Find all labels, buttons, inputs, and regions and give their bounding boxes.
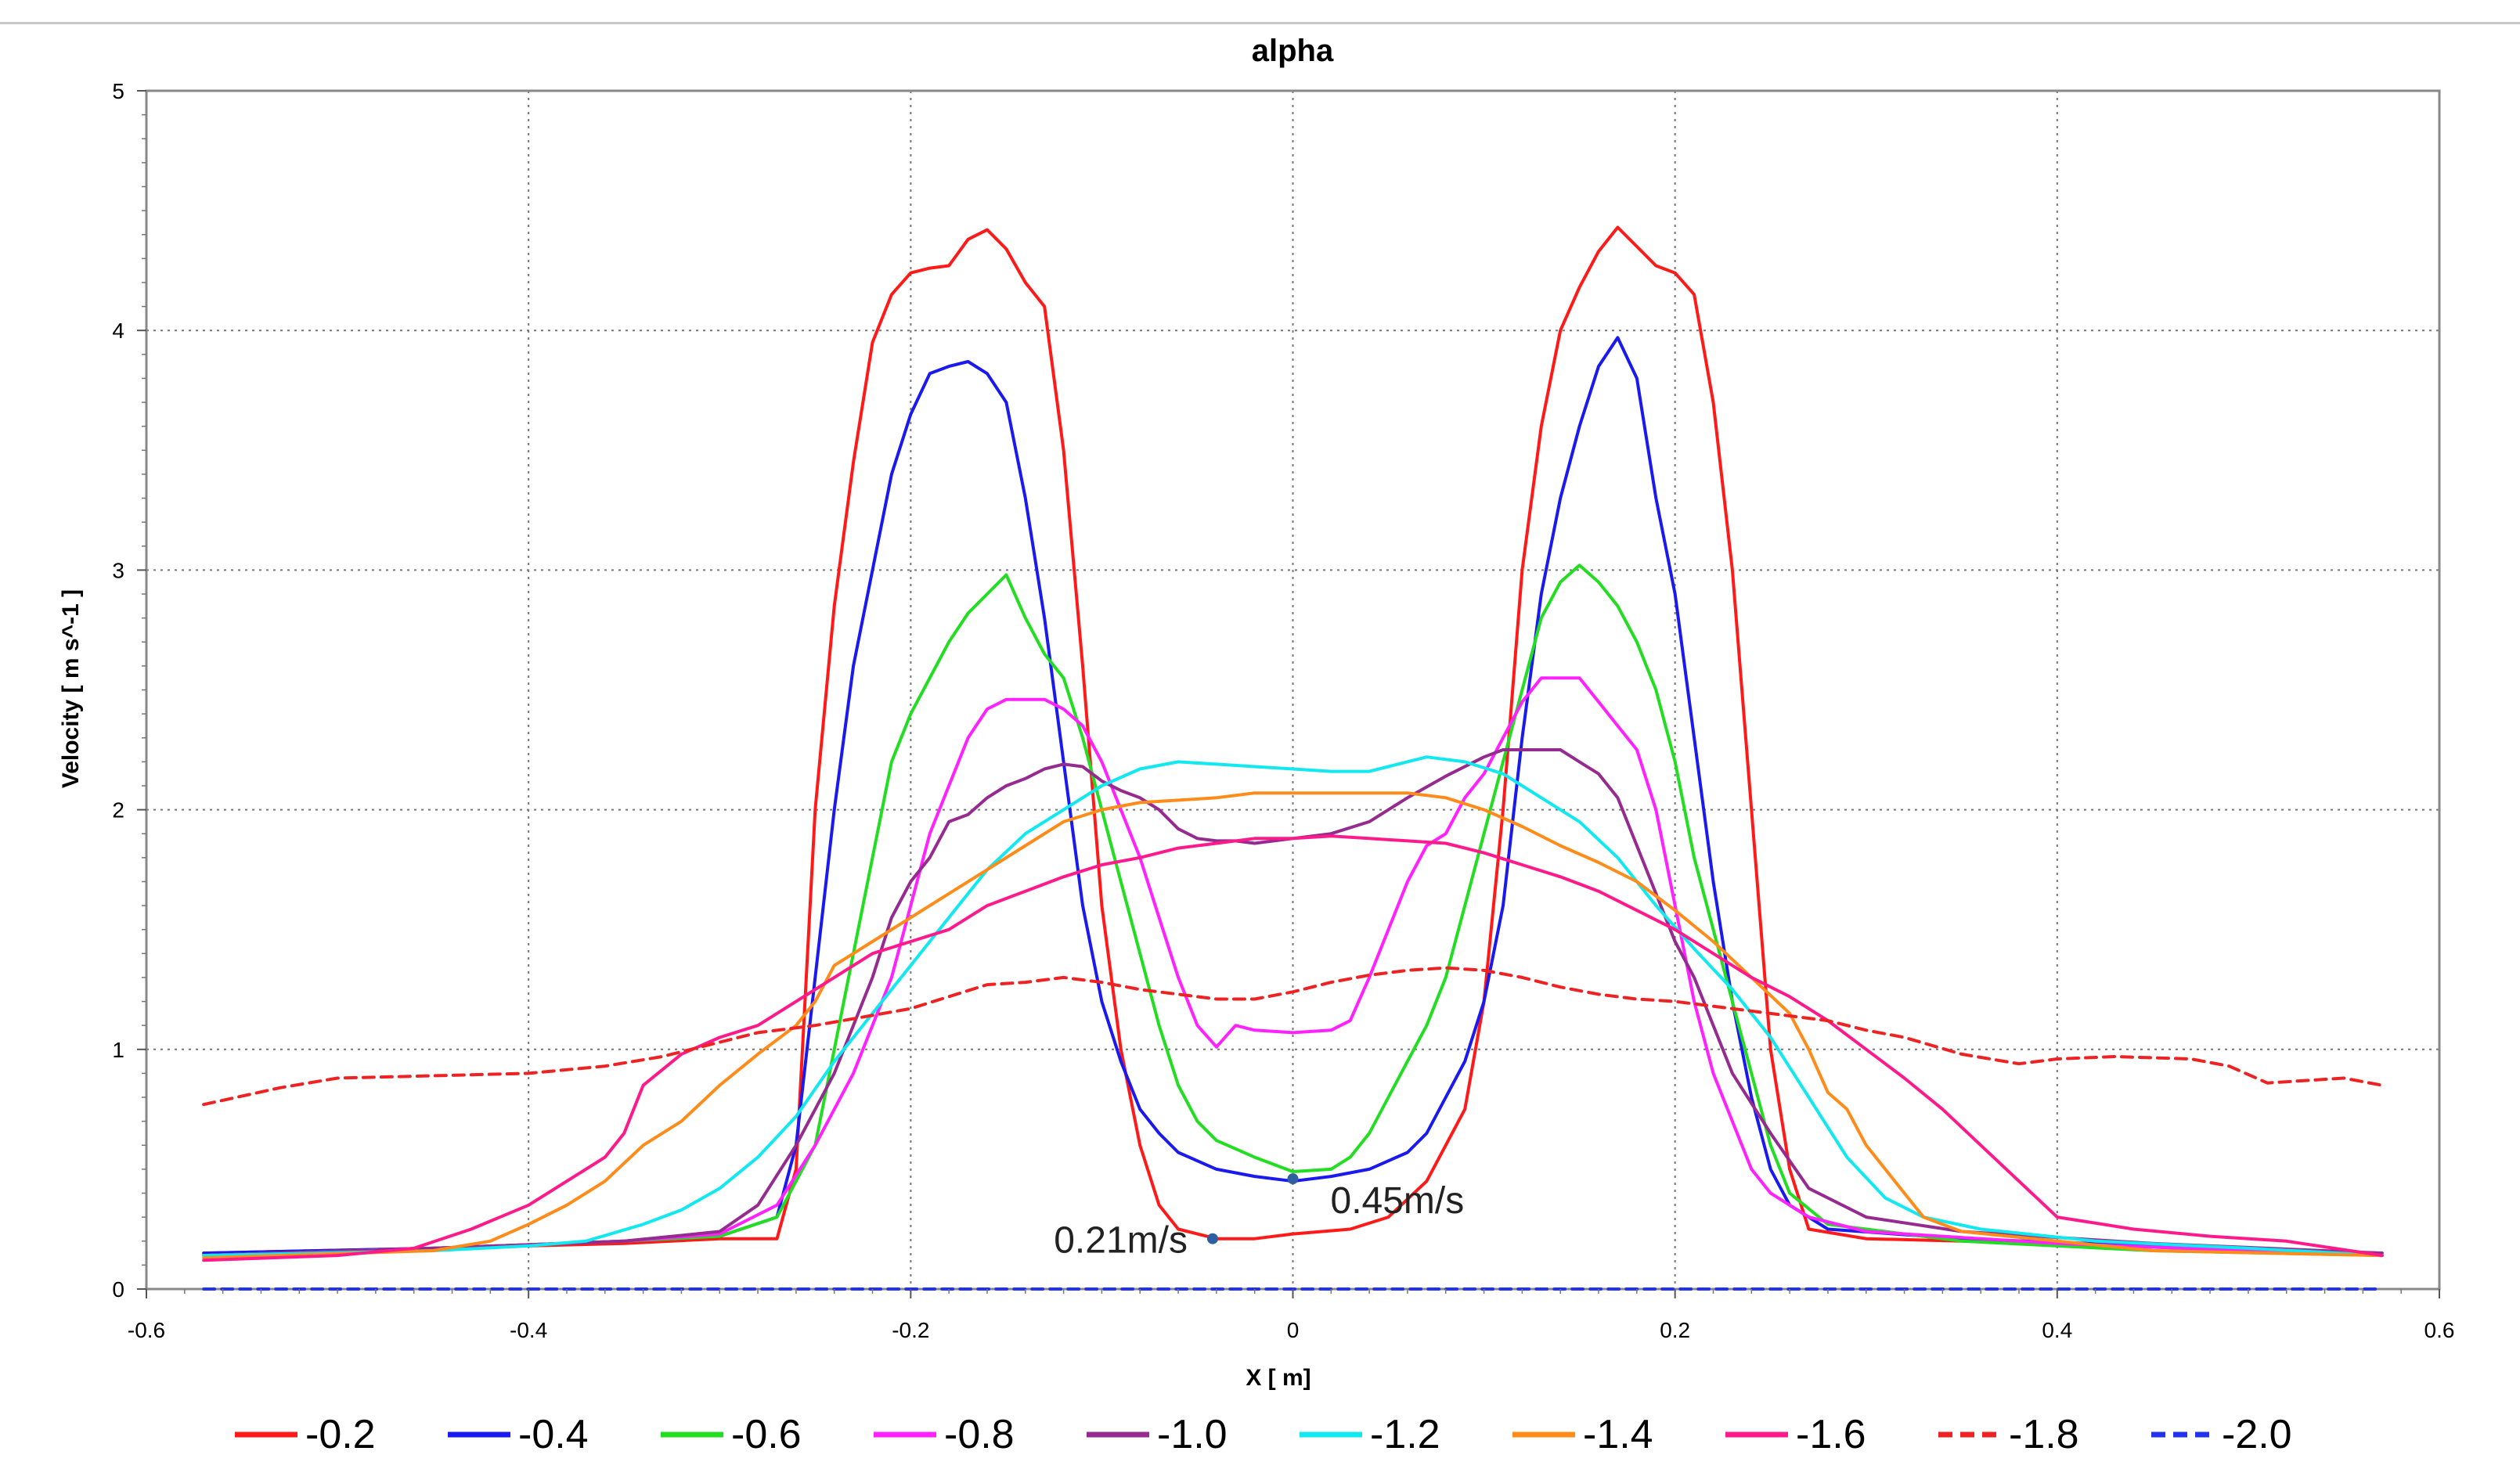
- y-axis-label: Velocity [ m s^-1 ]: [58, 589, 84, 788]
- y-tick-label: 0: [112, 1277, 124, 1302]
- grid-lines: [146, 90, 2440, 1290]
- chart-title: alpha: [1252, 34, 1334, 68]
- legend-label: -1.6: [1796, 1412, 1866, 1457]
- legend-label: -1.0: [1157, 1412, 1228, 1457]
- y-tick-label: 2: [112, 798, 124, 823]
- x-tick-label: 0: [1287, 1318, 1300, 1342]
- annotation-label: 0.45m/s: [1331, 1180, 1465, 1222]
- legend-label: -1.4: [1583, 1412, 1653, 1457]
- series-line-6: [202, 755, 2384, 1258]
- series-line-7: [202, 791, 2384, 1260]
- x-tick-label: -0.2: [892, 1318, 929, 1342]
- legend-label: -1.8: [2009, 1412, 2079, 1457]
- series-line-2: [202, 336, 2384, 1255]
- x-tick-label: 0.4: [2042, 1318, 2072, 1342]
- x-tick-label: 0.6: [2424, 1318, 2455, 1342]
- legend-label: -1.2: [1370, 1412, 1440, 1457]
- x-tick-label: 0.2: [1660, 1318, 1690, 1342]
- x-tick-label: -0.4: [510, 1318, 547, 1342]
- series-line-8: [202, 834, 2384, 1262]
- series-line-3: [202, 564, 2384, 1258]
- y-tick-label: 5: [112, 79, 124, 103]
- x-axis-label: X [ m]: [1246, 1365, 1310, 1391]
- legend-label: -0.2: [305, 1412, 376, 1457]
- annotation-label: 0.21m/s: [1054, 1220, 1188, 1262]
- y-tick-label: 1: [112, 1038, 124, 1062]
- y-tick-label: 3: [112, 558, 124, 582]
- x-tick-label: -0.6: [128, 1318, 165, 1342]
- legend-label: -0.8: [944, 1412, 1015, 1457]
- axis-ticks: -0.6 -0.4 -0.2 0 0.2 0.4 0.6 0 1 2 3 4 5: [112, 79, 2454, 1342]
- annotation-marker: [1287, 1173, 1299, 1185]
- series-line-4: [202, 676, 2384, 1258]
- series-line-9: [202, 966, 2384, 1107]
- series-layer: [202, 225, 2384, 1291]
- legend-label: -0.4: [518, 1412, 589, 1457]
- legend-label: -2.0: [2222, 1412, 2292, 1457]
- annotation-layer: 0.45m/s 0.21m/s: [1054, 1173, 1464, 1262]
- legend: -0.2 -0.4 -0.6 -0.8 -1.0 -1.2 -1.4 -1.6 -1.8 -2.0: [235, 1412, 2292, 1457]
- annotation-marker: [1206, 1233, 1218, 1244]
- top-divider: [0, 22, 2520, 24]
- legend-label: -0.6: [731, 1412, 802, 1457]
- series-line-1: [202, 225, 2384, 1258]
- y-tick-label: 4: [112, 319, 124, 343]
